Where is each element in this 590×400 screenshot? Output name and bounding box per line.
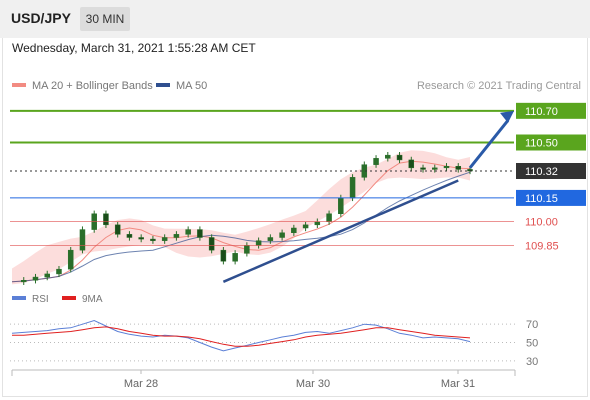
rsi-ma-line: [12, 326, 471, 347]
rsi-label: RSI: [32, 294, 49, 305]
price-tag-110.15: 110.15: [516, 189, 586, 206]
legend-9ma: 9MA: [62, 294, 103, 305]
trend-line: [222, 179, 459, 283]
candle-body: [385, 154, 391, 159]
candle-body: [114, 224, 121, 235]
price-tag-110.70: 110.70: [516, 102, 586, 119]
9ma-label: 9MA: [82, 294, 103, 305]
price-tag-109.85: 109.85: [525, 240, 559, 252]
price-tag-label: 109.85: [525, 240, 559, 252]
price-tag-bg: [516, 134, 586, 151]
candle-body: [443, 166, 450, 169]
projection-arrowhead: [500, 110, 514, 123]
price-tag-110.50: 110.50: [516, 134, 586, 151]
credit-text: Research © 2021 Trading Central: [416, 80, 581, 92]
candle-body: [420, 167, 426, 170]
candle-body: [314, 221, 321, 226]
x-tick-label: Mar 28: [124, 378, 158, 390]
candle-body: [44, 273, 50, 278]
candle-body: [150, 238, 156, 241]
x-tick-label: Mar 30: [296, 378, 330, 390]
candle-body: [126, 234, 133, 238]
price-tag-110.32: 110.32: [516, 163, 586, 179]
candle-body: [373, 158, 379, 165]
ma50-line: [11, 171, 471, 283]
ma50-label: MA 50: [176, 80, 208, 92]
ma20-line: [11, 160, 471, 283]
legend-rsi: RSI: [12, 294, 49, 305]
candle-body: [349, 177, 356, 199]
bollinger-band: [12, 150, 470, 285]
rsi-tick-70: 70: [526, 319, 538, 331]
projection-arrow-shaft: [468, 119, 510, 169]
x-tick-label: Mar 31: [441, 378, 475, 390]
candle-body: [208, 237, 215, 251]
price-tag-bg: [516, 189, 586, 206]
candle-body: [291, 227, 297, 233]
9ma-swatch: [62, 296, 76, 301]
price-tag-label: 110.70: [525, 106, 558, 118]
chart-frame: [2, 38, 588, 397]
candle-body: [302, 224, 309, 229]
candle-body: [232, 253, 238, 262]
candle-body: [197, 229, 203, 238]
price-tag-label: 110.15: [525, 193, 558, 205]
candle-body: [396, 154, 403, 161]
legend-ma20: MA 20 + Bollinger Bands: [12, 80, 153, 92]
ma20-swatch: [12, 83, 26, 88]
symbol-label: USD/JPY: [11, 10, 71, 26]
ma20-label: MA 20 + Bollinger Bands: [32, 80, 153, 92]
price-tag-bg: [516, 163, 586, 179]
candle-body: [67, 249, 74, 270]
price-tag-label: 110.50: [525, 138, 558, 150]
rsi-tick-30: 30: [526, 356, 538, 368]
candle-body: [103, 213, 109, 226]
candle-body: [326, 213, 332, 222]
price-tag-label: 110.00: [525, 217, 558, 229]
candle-body: [244, 245, 250, 254]
price-tag-110.00: 110.00: [525, 217, 558, 229]
candle-body: [56, 268, 62, 275]
timeframe-button[interactable]: 30 MIN: [80, 7, 130, 31]
candle-body: [79, 229, 86, 251]
candle-body: [455, 166, 462, 170]
price-tag-bg: [516, 102, 586, 119]
candle-body: [220, 249, 227, 262]
candle-body: [161, 237, 168, 241]
candle-body: [279, 232, 285, 238]
timestamp: Wednesday, March 31, 2021 1:55:28 AM CET: [12, 41, 256, 55]
candle-body: [32, 276, 39, 281]
candle-body: [432, 167, 438, 170]
candle-body: [267, 237, 274, 241]
candle-body: [20, 280, 27, 283]
candle-body: [185, 229, 191, 235]
candle-body: [408, 159, 415, 169]
legend-ma50: MA 50: [156, 80, 207, 92]
candle-body: [173, 234, 180, 238]
price-tag-label: 110.32: [525, 166, 558, 178]
candle-body: [255, 240, 262, 246]
candle-body: [138, 237, 144, 240]
ma50-swatch: [156, 83, 170, 88]
rsi-tick-50: 50: [526, 338, 538, 350]
header-bar: USD/JPY 30 MIN: [0, 0, 590, 38]
rsi-swatch: [12, 296, 26, 301]
candle-body: [338, 197, 344, 215]
